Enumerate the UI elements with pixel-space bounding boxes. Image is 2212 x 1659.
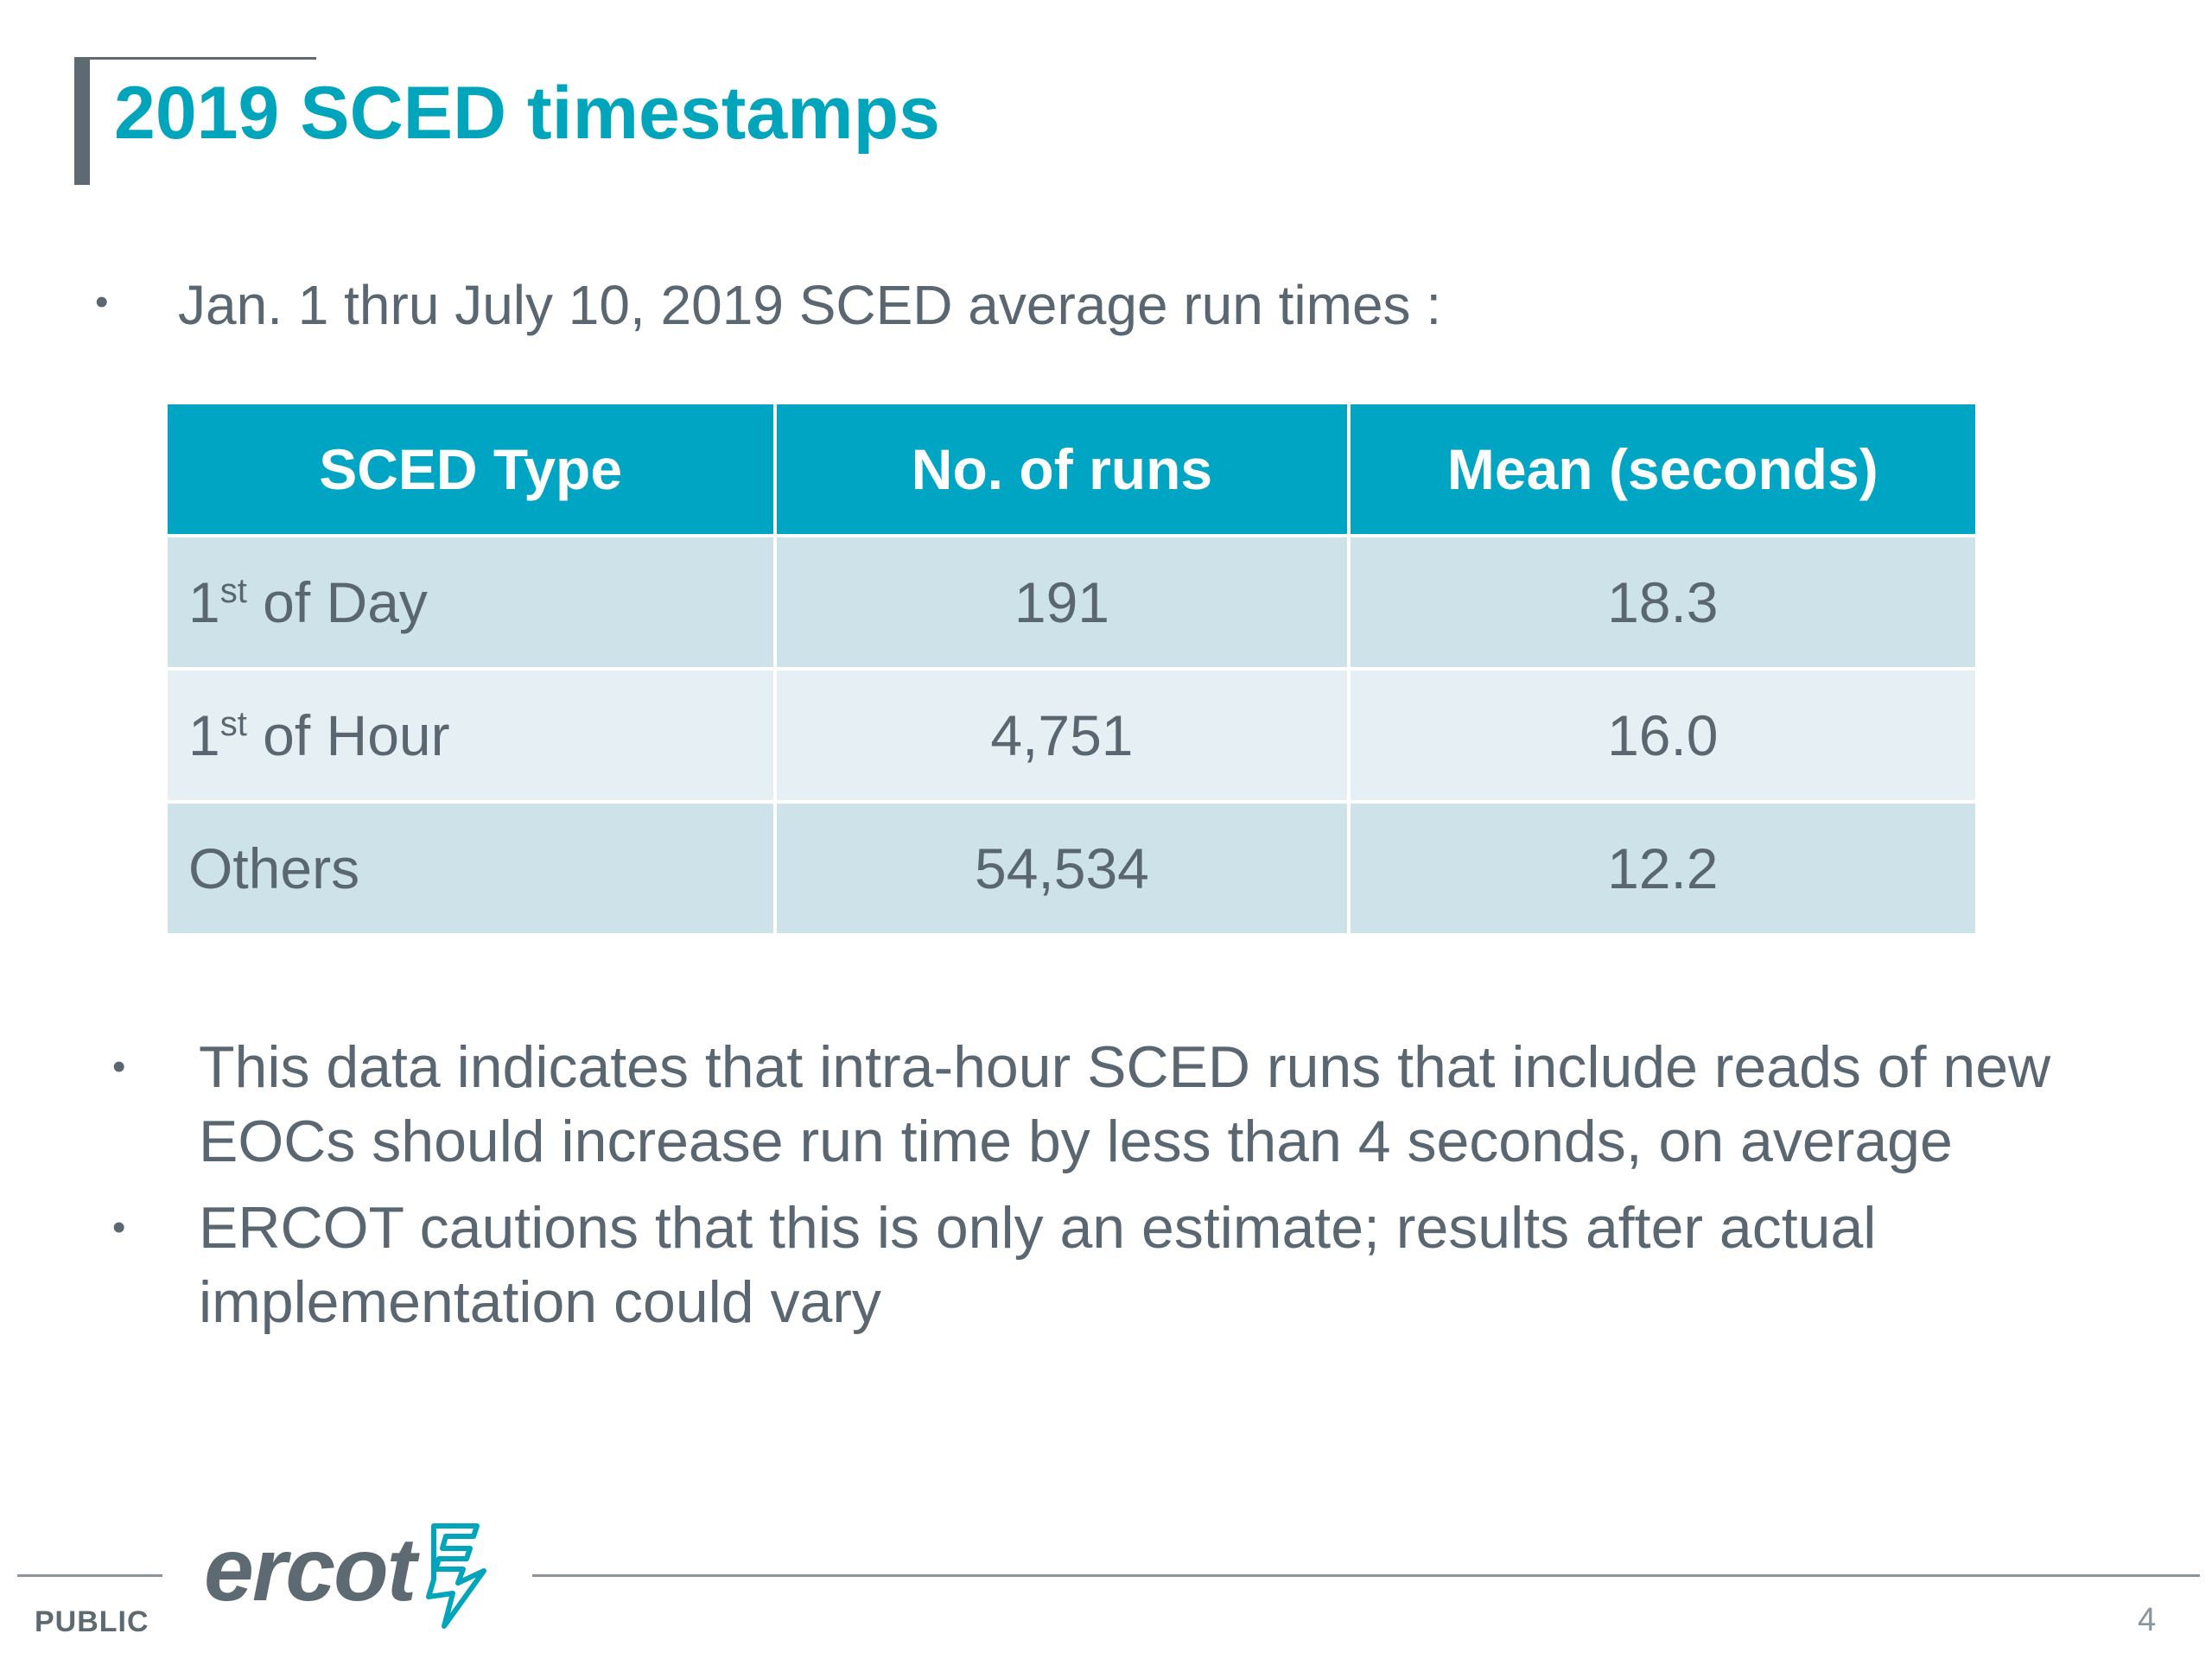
cell-mean-seconds: 16.0 xyxy=(1350,671,1975,800)
list-item: • This data indicates that intra-hour SC… xyxy=(112,1030,2169,1179)
note-text: ERCOT cautions that this is only an esti… xyxy=(199,1195,1877,1335)
lightning-bolt-icon xyxy=(426,1523,486,1629)
title-top-rule xyxy=(74,57,316,60)
ercot-logo: ercot xyxy=(204,1514,498,1635)
header-no-of-runs: No. of runs xyxy=(777,404,1347,534)
bullet-glyph: • xyxy=(112,1206,126,1249)
type-prefix: 1 xyxy=(188,703,220,767)
intro-bullet-text: Jan. 1 thru July 10, 2019 SCED average r… xyxy=(178,274,1442,336)
list-item: • ERCOT cautions that this is only an es… xyxy=(112,1191,2169,1339)
header-sced-type: SCED Type xyxy=(168,404,774,534)
cell-no-of-runs: 4,751 xyxy=(777,671,1347,800)
cell-sced-type: 1st of Hour xyxy=(168,671,774,800)
type-suffix: of Day xyxy=(246,570,428,634)
footer-rule-right xyxy=(532,1574,2200,1577)
note-text: This data indicates that intra-hour SCED… xyxy=(199,1034,2051,1174)
slide-title: 2019 SCED timestamps xyxy=(114,72,940,155)
cell-no-of-runs: 54,534 xyxy=(777,804,1347,933)
notes-list: • This data indicates that intra-hour SC… xyxy=(112,1030,2169,1351)
title-accent-bar xyxy=(74,57,90,185)
type-superscript: st xyxy=(219,705,247,743)
sced-run-times-table: SCED Type No. of runs Mean (seconds) 1st… xyxy=(164,401,1979,937)
logo-wordmark: ercot xyxy=(204,1520,416,1620)
cell-sced-type: Others xyxy=(168,804,774,933)
page-number: 4 xyxy=(2138,1602,2157,1638)
table-header-row: SCED Type No. of runs Mean (seconds) xyxy=(168,404,1975,534)
footer-rule-left xyxy=(17,1574,162,1577)
table-row: 1st of Day 191 18.3 xyxy=(168,537,1975,667)
header-mean-seconds: Mean (seconds) xyxy=(1350,404,1975,534)
table-row: Others 54,534 12.2 xyxy=(168,804,1975,933)
bullet-glyph: • xyxy=(112,1046,126,1088)
bullet-glyph: • xyxy=(95,281,109,324)
cell-mean-seconds: 12.2 xyxy=(1350,804,1975,933)
cell-no-of-runs: 191 xyxy=(777,537,1347,667)
type-prefix: 1 xyxy=(188,570,220,634)
table-row: 1st of Hour 4,751 16.0 xyxy=(168,671,1975,800)
classification-label: PUBLIC xyxy=(35,1605,149,1638)
intro-bullet: • Jan. 1 thru July 10, 2019 SCED average … xyxy=(95,273,1441,337)
cell-sced-type: 1st of Day xyxy=(168,537,774,667)
type-suffix: of Hour xyxy=(246,703,450,767)
cell-mean-seconds: 18.3 xyxy=(1350,537,1975,667)
type-superscript: st xyxy=(219,572,247,610)
type-prefix: Others xyxy=(188,836,360,900)
